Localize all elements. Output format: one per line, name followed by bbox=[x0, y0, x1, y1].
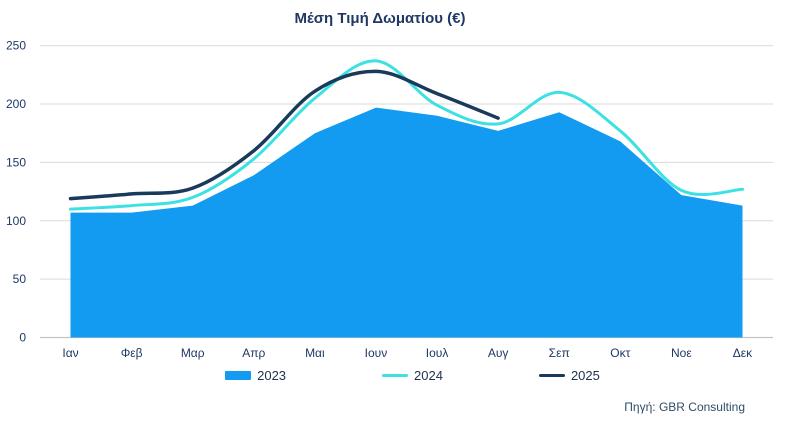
x-axis-tick-label: Νοε bbox=[671, 346, 692, 360]
y-axis-tick-label: 50 bbox=[13, 272, 27, 286]
legend-label-2024: 2024 bbox=[414, 368, 443, 383]
y-axis-tick-label: 200 bbox=[6, 97, 26, 111]
legend-item-2025: 2025 bbox=[538, 368, 600, 383]
source-note: Πηγή: GBR Consulting bbox=[624, 400, 745, 414]
y-axis-tick-label: 100 bbox=[6, 214, 26, 228]
line-series-2024 bbox=[69, 59, 744, 211]
legend-swatch-2024-line bbox=[382, 373, 409, 378]
chart-title: Μέση Τιμή Δωματίου (€) bbox=[294, 10, 466, 27]
x-axis-tick-label: Δεκ bbox=[733, 346, 753, 360]
y-axis-tick-label: 150 bbox=[6, 155, 26, 169]
chart-legend: 2023 2024 2025 bbox=[0, 368, 789, 383]
x-axis-tick-label: Φεβ bbox=[121, 346, 143, 360]
legend-label-2023: 2023 bbox=[257, 368, 287, 383]
x-axis-tick-label: Ιουλ bbox=[426, 346, 449, 360]
x-axis-tick-label: Αυγ bbox=[488, 346, 509, 360]
x-axis-tick-label: Απρ bbox=[242, 346, 265, 360]
legend-swatch-2025-line bbox=[538, 373, 565, 378]
legend-item-2023: 2023 bbox=[225, 368, 286, 383]
x-axis-tick-label: Μαρ bbox=[181, 346, 205, 360]
x-axis-tick-label: Μαι bbox=[305, 346, 325, 360]
x-axis-tick-label: Οκτ bbox=[610, 346, 630, 360]
line-series-2025 bbox=[68, 69, 500, 201]
x-axis-tick-label: Σεπ bbox=[549, 346, 570, 360]
x-axis-tick-label: Ιαν bbox=[62, 346, 78, 360]
area-series-2023 bbox=[70, 107, 743, 338]
x-axis-tick-label: Ιουν bbox=[365, 346, 388, 360]
y-axis-tick-label: 250 bbox=[6, 39, 26, 53]
legend-swatch-2023-area bbox=[225, 371, 252, 380]
legend-label-2025: 2025 bbox=[570, 368, 600, 383]
legend-item-2024: 2024 bbox=[382, 368, 443, 383]
y-axis-tick-label: 0 bbox=[19, 331, 26, 345]
